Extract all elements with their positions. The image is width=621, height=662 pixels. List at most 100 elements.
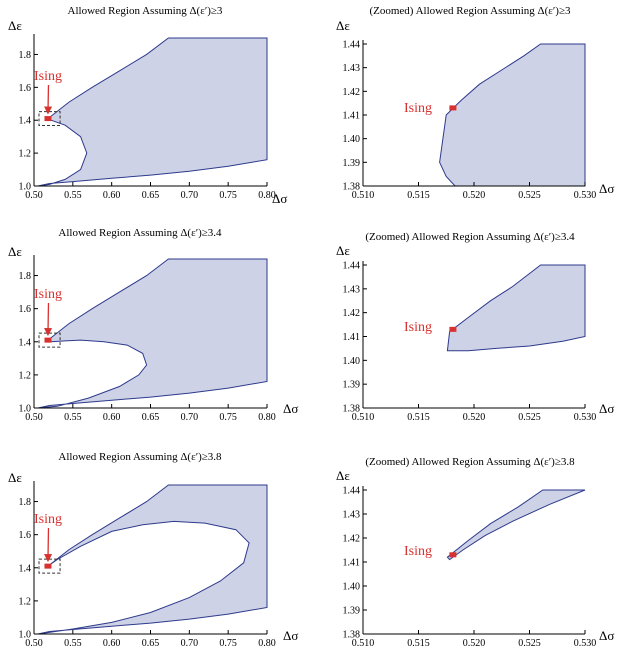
chart-title: Allowed Region Assuming Δ(ε′)≥3.4 [58, 227, 222, 239]
ising-marker [44, 116, 52, 122]
y-tick-label: 1.2 [19, 370, 32, 381]
x-tick-label: 0.70 [181, 638, 199, 649]
x-tick-label: 0.80 [258, 190, 276, 201]
ising-marker [449, 552, 457, 558]
chart-title: Allowed Region Assuming Δ(ε′)≥3 [68, 5, 223, 17]
x-tick-label: 0.75 [219, 190, 237, 201]
x-axis-label: Δσ [283, 401, 298, 416]
ising-marker [44, 337, 52, 343]
y-tick-label: 1.43 [343, 510, 361, 521]
y-tick-label: 1.42 [343, 87, 361, 98]
x-tick-label: 0.510 [352, 190, 375, 201]
chart-title: (Zoomed) Allowed Region Assuming Δ(ε′)≥3… [365, 456, 575, 468]
allowed-region [446, 264, 586, 352]
y-tick-label: 1.43 [343, 284, 361, 295]
x-axis-label: Δσ [599, 628, 614, 643]
y-tick-label: 1.41 [343, 332, 361, 343]
allowed-region [37, 37, 268, 187]
y-tick-label: 1.42 [343, 534, 361, 545]
x-axis-label: Δσ [272, 191, 287, 206]
ising-label: Ising [34, 69, 62, 84]
x-tick-label: 0.520 [463, 638, 486, 649]
x-tick-label: 0.520 [463, 412, 486, 423]
x-axis-label: Δσ [599, 181, 614, 196]
y-tick-label: 1.4 [19, 563, 32, 574]
x-tick-label: 0.55 [64, 638, 82, 649]
panel-zoomed-3: (Zoomed) Allowed Region Assuming Δ(ε′)≥3… [336, 5, 614, 201]
y-tick-label: 1.38 [343, 182, 361, 193]
y-tick-label: 1.8 [19, 271, 32, 282]
y-tick-label: 1.6 [19, 530, 32, 541]
y-tick-label: 1.40 [343, 582, 361, 593]
ising-arrow [44, 527, 53, 563]
y-tick-label: 1.2 [19, 149, 32, 160]
x-tick-label: 0.50 [25, 190, 43, 201]
y-tick-label: 1.4 [19, 116, 32, 127]
y-tick-label: 1.38 [343, 404, 361, 415]
ising-label: Ising [404, 320, 432, 335]
y-tick-label: 1.44 [343, 40, 361, 51]
panel-full-3-8: Allowed Region Assuming Δ(ε′)≥3.8 1.0 1.2… [8, 451, 298, 649]
y-axis-label: Δε [8, 470, 22, 485]
x-tick-label: 0.75 [219, 638, 237, 649]
y-tick-label: 1.39 [343, 606, 361, 617]
y-tick-label: 1.2 [19, 596, 32, 607]
y-tick-label: 1.42 [343, 308, 361, 319]
y-axis-label: Δε [8, 244, 22, 259]
y-tick-label: 1.41 [343, 558, 361, 569]
x-tick-label: 0.75 [219, 412, 237, 423]
ising-label: Ising [404, 544, 432, 559]
y-tick-label: 1.39 [343, 380, 361, 391]
panel-full-3-4: Allowed Region Assuming Δ(ε′)≥3.4 1.0 1.2… [8, 227, 298, 423]
x-tick-label: 0.65 [142, 190, 160, 201]
chart-title: (Zoomed) Allowed Region Assuming Δ(ε′)≥3 [369, 5, 571, 17]
x-tick-label: 0.515 [407, 638, 430, 649]
x-tick-label: 0.60 [103, 412, 121, 423]
x-axis-label: Δσ [599, 401, 614, 416]
x-tick-label: 0.515 [407, 190, 430, 201]
allowed-region [37, 484, 268, 635]
chart-title: (Zoomed) Allowed Region Assuming Δ(ε′)≥3… [365, 231, 575, 243]
y-tick-label: 1.0 [19, 630, 32, 641]
x-tick-label: 0.70 [181, 412, 199, 423]
y-tick-label: 1.8 [19, 50, 32, 61]
panel-zoomed-3-8: (Zoomed) Allowed Region Assuming Δ(ε′)≥3… [336, 456, 614, 649]
ising-arrow [44, 302, 53, 337]
x-tick-label: 0.80 [258, 638, 276, 649]
x-tick-label: 0.525 [518, 190, 541, 201]
y-tick-label: 1.4 [19, 337, 32, 348]
y-tick-label: 1.6 [19, 304, 32, 315]
x-tick-label: 0.80 [258, 412, 276, 423]
x-tick-label: 0.55 [64, 190, 82, 201]
ising-label: Ising [34, 287, 62, 302]
y-tick-label: 1.40 [343, 356, 361, 367]
y-tick-label: 1.39 [343, 158, 361, 169]
y-axis-label: Δε [8, 18, 22, 33]
y-tick-label: 1.0 [19, 404, 32, 415]
x-tick-label: 0.50 [25, 412, 43, 423]
x-tick-label: 0.515 [407, 412, 430, 423]
x-tick-label: 0.530 [574, 190, 597, 201]
y-axis-label: Δε [336, 243, 350, 258]
x-tick-label: 0.55 [64, 412, 82, 423]
ising-marker [449, 326, 457, 332]
x-tick-label: 0.530 [574, 638, 597, 649]
x-tick-label: 0.520 [463, 190, 486, 201]
x-tick-label: 0.530 [574, 412, 597, 423]
y-tick-label: 1.6 [19, 83, 32, 94]
y-tick-label: 1.44 [343, 261, 361, 272]
y-tick-label: 1.38 [343, 630, 361, 641]
ising-marker [44, 563, 52, 569]
ising-arrow [44, 84, 53, 115]
ising-label: Ising [404, 101, 432, 116]
x-tick-label: 0.65 [142, 412, 160, 423]
x-tick-label: 0.70 [181, 190, 199, 201]
y-tick-label: 1.41 [343, 111, 361, 122]
chart-title: Allowed Region Assuming Δ(ε′)≥3.8 [58, 451, 222, 463]
allowed-region [37, 258, 268, 409]
ising-label: Ising [34, 512, 62, 527]
y-tick-label: 1.40 [343, 134, 361, 145]
x-tick-label: 0.50 [25, 638, 43, 649]
y-tick-label: 1.43 [343, 63, 361, 74]
